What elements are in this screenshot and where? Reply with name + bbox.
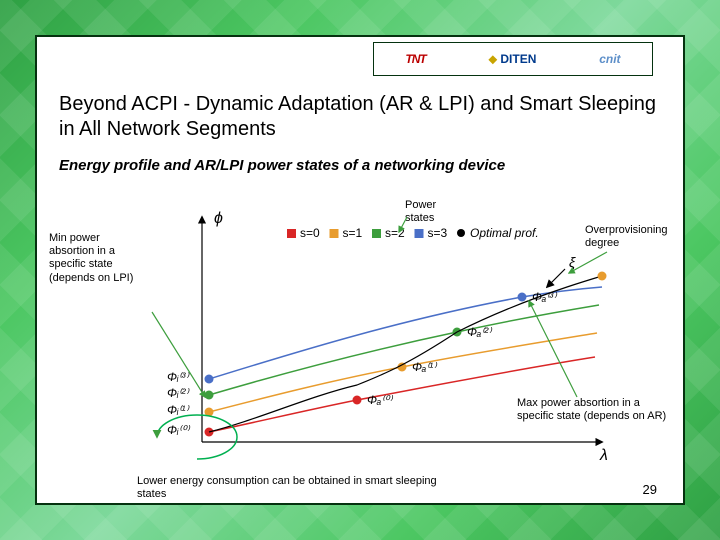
slide-subtitle: Energy profile and AR/LPI power states o…: [59, 157, 661, 174]
svg-text:Φᵢ⁽³⁾: Φᵢ⁽³⁾: [167, 370, 189, 384]
lower-energy-annotation: Lower energy consumption can be obtained…: [137, 475, 457, 501]
svg-text:s=0: s=0: [300, 226, 320, 240]
svg-text:λ: λ: [599, 447, 608, 464]
svg-text:Φₐ⁽²⁾: Φₐ⁽²⁾: [467, 325, 492, 339]
page-number: 29: [643, 482, 657, 497]
energy-profile-chart: ϕλΦᵢ⁽⁰⁾Φₐ⁽⁰⁾Φᵢ⁽¹⁾Φₐ⁽¹⁾Φᵢ⁽²⁾Φₐ⁽²⁾Φᵢ⁽³⁾Φₐ⁽…: [147, 197, 617, 477]
diten-logo: ⬥ DITEN: [489, 52, 537, 67]
svg-text:Φₐ⁽¹⁾: Φₐ⁽¹⁾: [412, 360, 437, 374]
svg-text:s=1: s=1: [343, 226, 363, 240]
svg-text:ξ: ξ: [569, 254, 576, 270]
svg-text:s=3: s=3: [428, 226, 448, 240]
tnt-logo: TNT: [405, 52, 425, 66]
svg-text:Optimal prof.: Optimal prof.: [470, 226, 539, 240]
content-frame: TNT ⬥ DITEN cnit Beyond ACPI - Dynamic A…: [35, 35, 685, 505]
svg-text:Φᵢ⁽²⁾: Φᵢ⁽²⁾: [167, 386, 189, 400]
logo-bar: TNT ⬥ DITEN cnit: [373, 42, 653, 76]
svg-text:ϕ: ϕ: [214, 210, 223, 227]
svg-text:Φₐ⁽⁰⁾: Φₐ⁽⁰⁾: [367, 393, 393, 407]
cnit-logo: cnit: [599, 52, 620, 66]
svg-text:s=2: s=2: [385, 226, 405, 240]
svg-text:Φᵢ⁽⁰⁾: Φᵢ⁽⁰⁾: [167, 423, 190, 437]
min-power-annotation: Min power absortion in a specific state …: [49, 232, 139, 285]
slide-title: Beyond ACPI - Dynamic Adaptation (AR & L…: [59, 92, 661, 142]
svg-text:Φᵢ⁽¹⁾: Φᵢ⁽¹⁾: [167, 403, 189, 417]
